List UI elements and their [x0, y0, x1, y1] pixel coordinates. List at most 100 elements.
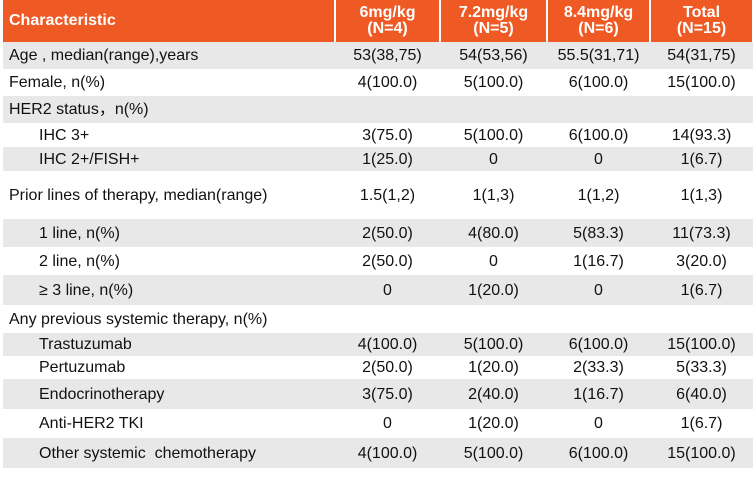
value-cell: 1(1,2)	[577, 186, 620, 204]
row-label: Endocrinotherapy	[3, 379, 335, 409]
table-row: Any previous systemic therapy, n(%)	[3, 305, 753, 333]
value-cell: 15(100.0)	[650, 333, 753, 356]
empty-cell	[440, 96, 547, 123]
value-cell: 15(100.0)	[667, 74, 736, 91]
value-cell: 0	[594, 415, 603, 432]
characteristics-table: Characteristic 6mg/kg (N=4) 7.2mg/kg (N=5) 8…	[3, 0, 754, 468]
row-label: IHC 3+	[39, 126, 90, 144]
value-cell: 1(6.7)	[650, 147, 753, 171]
value-cell: 0	[335, 275, 440, 305]
value-cell: 2(33.3)	[573, 359, 624, 376]
empty-cell	[650, 305, 753, 333]
value-cell: 0	[547, 147, 650, 171]
n-label: (N=5)	[473, 20, 514, 37]
value-cell: 53(38,75)	[335, 42, 440, 69]
value-cell: 5(83.3)	[547, 219, 650, 247]
row-label: Trastuzumab	[3, 333, 335, 356]
value-cell: 1(20.0)	[440, 275, 547, 305]
header-cell: 6mg/kg (N=4)	[335, 0, 441, 42]
value-cell: 14(93.3)	[671, 126, 732, 144]
n-label: (N=15)	[676, 20, 727, 37]
header-cell: Characteristic	[3, 0, 336, 42]
value-cell: 11(73.3)	[650, 219, 753, 247]
value-cell: 1(6.7)	[680, 415, 723, 432]
value-cell: 3(20.0)	[676, 252, 727, 270]
table-row: Endocrinotherapy 3(75.0) 2(40.0) 1(16.7) 6(4…	[3, 379, 753, 409]
value-cell: 1(16.7)	[547, 379, 650, 409]
value-cell: 4(80.0)	[440, 219, 547, 247]
table-row: Age , median(range),years 53(38,75) 54(53,…	[3, 42, 753, 69]
empty-cell	[547, 305, 650, 333]
value-cell: 3(75.0)	[362, 126, 413, 144]
row-label: Pertuzumab	[39, 359, 126, 376]
value-cell: 1(6.7)	[650, 275, 753, 305]
table-row: Female, n(%) 4(100.0) 5(100.0) 6(100.0) 15(1…	[3, 69, 753, 96]
value-cell: 54(53,56)	[440, 42, 547, 69]
table-row: HER2 status，n(%)	[3, 96, 753, 123]
value-cell: 2(50.0)	[362, 252, 413, 270]
row-label: Age , median(range),years	[3, 42, 335, 69]
n-label: (N=4)	[367, 20, 408, 37]
value-cell: 1(16.7)	[573, 252, 624, 270]
value-cell: 0	[383, 415, 392, 432]
empty-cell	[547, 96, 650, 123]
dose-label: 6mg/kg	[359, 4, 416, 21]
value-cell: 15(100.0)	[650, 438, 753, 468]
row-label: 1 line, n(%)	[3, 219, 335, 247]
value-cell: 2(50.0)	[362, 359, 413, 376]
n-label: (N=6)	[578, 20, 619, 37]
table-row: 2 line, n(%) 2(50.0) 0 1(16.7) 3(20.0)	[3, 247, 753, 275]
dose-label: Total	[682, 4, 721, 21]
value-cell: 6(100.0)	[568, 126, 629, 144]
value-cell: 6(100.0)	[547, 333, 650, 356]
table-row: Other systemic chemotherapy 4(100.0) 5(100…	[3, 438, 753, 468]
value-cell: 0	[440, 147, 547, 171]
value-cell: 1(1,3)	[472, 186, 515, 204]
value-cell: 5(100.0)	[440, 438, 547, 468]
row-label: Female, n(%)	[9, 74, 106, 91]
table-row: IHC 3+ 3(75.0) 5(100.0) 6(100.0) 14(93.3)	[3, 123, 753, 147]
value-cell: 1(20.0)	[468, 415, 519, 432]
table-row: Trastuzumab 4(100.0) 5(100.0) 6(100.0) 15(10…	[3, 333, 753, 356]
dose-label: 7.2mg/kg	[458, 4, 529, 21]
value-cell: 1(1,3)	[680, 186, 723, 204]
row-label: IHC 2+/FISH+	[3, 147, 335, 171]
table-row: Anti-HER2 TKI 0 1(20.0) 0 1(6.7)	[3, 409, 753, 438]
row-label: HER2 status，n(%)	[3, 96, 335, 123]
row-label: ≥ 3 line, n(%)	[3, 275, 335, 305]
value-cell: 6(100.0)	[568, 74, 629, 91]
value-cell: 6(40.0)	[650, 379, 753, 409]
value-cell: 55.5(31,71)	[547, 42, 650, 69]
value-cell: 5(100.0)	[463, 126, 524, 144]
header-row: Characteristic 6mg/kg (N=4) 7.2mg/kg (N=5) 8…	[3, 0, 754, 42]
value-cell: 5(33.3)	[676, 359, 727, 376]
value-cell: 0	[547, 275, 650, 305]
row-label: 2 line, n(%)	[39, 252, 120, 270]
header-cell: 7.2mg/kg (N=5)	[440, 0, 548, 42]
table-row: 1 line, n(%) 2(50.0) 4(80.0) 5(83.3) 11(73.3…	[3, 219, 753, 247]
header-cell: 8.4mg/kg (N=6)	[547, 0, 651, 42]
empty-cell	[335, 305, 440, 333]
value-cell: 2(40.0)	[440, 379, 547, 409]
value-cell: 0	[489, 252, 498, 270]
value-cell: 6(100.0)	[547, 438, 650, 468]
table-row: Prior lines of therapy, median(range) 1.5…	[3, 171, 753, 219]
value-cell: 5(100.0)	[440, 333, 547, 356]
value-cell: 5(100.0)	[463, 74, 524, 91]
empty-cell	[335, 96, 440, 123]
table-row: ≥ 3 line, n(%) 0 1(20.0) 0 1(6.7)	[3, 275, 753, 305]
value-cell: 4(100.0)	[335, 333, 440, 356]
table-row: Pertuzumab 2(50.0) 1(20.0) 2(33.3) 5(33.3)	[3, 356, 753, 379]
value-cell: 54(31,75)	[650, 42, 753, 69]
dose-label: 8.4mg/kg	[563, 4, 634, 21]
value-cell: 1(25.0)	[335, 147, 440, 171]
value-cell: 3(75.0)	[335, 379, 440, 409]
empty-cell	[440, 305, 547, 333]
row-label: Prior lines of therapy, median(range)	[9, 186, 268, 204]
row-label: Any previous systemic therapy, n(%)	[9, 310, 268, 328]
table-row: IHC 2+/FISH+ 1(25.0) 0 0 1(6.7)	[3, 147, 753, 171]
value-cell: 2(50.0)	[335, 219, 440, 247]
value-cell: 1(20.0)	[468, 359, 519, 376]
row-label: Other systemic chemotherapy	[3, 438, 335, 468]
